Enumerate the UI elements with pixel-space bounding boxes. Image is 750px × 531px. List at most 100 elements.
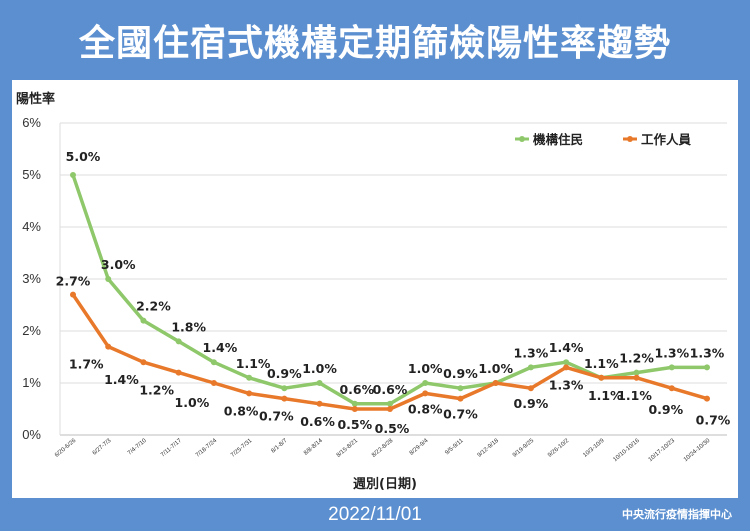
data-point	[527, 364, 534, 371]
data-point	[70, 291, 76, 298]
data-point	[351, 400, 358, 407]
data-label-staff: 1.1%	[617, 388, 652, 403]
legend-swatch-marker	[627, 136, 633, 142]
data-labels: 5.0%3.0%2.2%1.8%1.4%1.1%0.9% 1.0%0.6%0.6%…	[56, 149, 731, 436]
data-label-residents: 1.8%	[171, 319, 206, 334]
data-point	[105, 276, 112, 282]
data-point	[598, 374, 605, 381]
x-tick-label: 10/17-10/23	[648, 438, 677, 464]
x-tick-label: 6/20-6/26	[54, 438, 78, 459]
x-tick-label: 7/4-7/10	[127, 438, 148, 457]
data-point	[422, 390, 429, 397]
data-point	[633, 374, 640, 381]
data-point	[387, 400, 393, 407]
data-point	[457, 395, 464, 402]
grid-lines	[60, 122, 727, 436]
x-tick-label: 10/3-10/9	[582, 438, 606, 459]
y-tick-label: 6%	[22, 115, 41, 130]
data-label-staff: 1.0%	[175, 395, 210, 410]
data-label-residents: 3.0%	[101, 257, 136, 272]
data-label-residents: 0.9%	[443, 366, 478, 381]
y-tick-label: 2%	[22, 323, 41, 338]
data-label-residents: 1.1%	[236, 356, 271, 371]
y-tick-labels: 0% 1% 2% 3% 4% 5% 6%	[22, 115, 41, 442]
x-tick-labels: 6/20-6/26 6/27-7/3 7/4-7/10 7/11-7/17 7/18-7…	[54, 438, 712, 464]
data-label-residents: 1.2%	[619, 351, 654, 366]
data-point	[704, 395, 710, 402]
data-label-residents: 1.3%	[654, 345, 689, 360]
data-point	[140, 359, 147, 366]
legend-label: 工作人員	[641, 132, 692, 147]
x-tick-label: 7/18-7/24	[195, 438, 219, 459]
data-label-residents: 2.2%	[136, 299, 171, 314]
data-label-staff: 1.1%	[588, 388, 623, 403]
data-point	[457, 385, 464, 392]
data-label-residents: 1.1%	[584, 356, 619, 371]
data-point	[140, 317, 147, 324]
data-label-staff: 1.7%	[69, 357, 104, 372]
data-point	[316, 400, 323, 407]
legend: 機構住民 工作人員	[515, 132, 692, 147]
y-tick-label: 4%	[22, 219, 41, 234]
data-label-staff: 0.9%	[648, 402, 683, 417]
data-label-residents: 1.0%	[478, 361, 513, 376]
data-label-staff: 0.9%	[514, 396, 549, 411]
x-tick-label: 10/24-10/30	[683, 438, 712, 464]
data-point	[633, 369, 640, 376]
data-label-staff: 0.7%	[259, 409, 294, 424]
x-tick-label: 8/1-8/7	[270, 438, 289, 455]
legend-swatch-marker	[519, 136, 525, 142]
x-tick-label: 9/5-9/11	[444, 438, 465, 457]
data-label-residents: 0.6%	[339, 382, 374, 397]
x-tick-label: 7/25-7/31	[230, 438, 254, 459]
data-point	[492, 380, 499, 386]
data-label-residents: 0.9%	[267, 366, 302, 381]
data-point	[246, 390, 253, 397]
y-axis-title: 陽性率	[16, 91, 55, 107]
data-point	[210, 359, 217, 366]
x-tick-label: 9/26-10/2	[547, 438, 571, 459]
data-label-residents: 5.0%	[66, 149, 101, 164]
data-point	[175, 369, 182, 376]
data-point	[387, 406, 393, 412]
x-tick-label: 8/29-9/4	[409, 438, 430, 457]
data-point	[281, 385, 288, 392]
x-tick-label: 9/19-9/25	[512, 438, 536, 459]
chart-panel: 陽性率 週別(日期) 0% 1% 2% 3% 4% 5% 6% 6/20-6/26 6/27-…	[12, 80, 738, 498]
series-lines	[70, 172, 710, 412]
data-point	[704, 364, 710, 371]
data-label-residents: 1.0%	[408, 361, 443, 376]
data-point	[175, 338, 182, 345]
y-tick-label: 0%	[22, 427, 41, 442]
data-label-staff: 2.7%	[56, 274, 91, 289]
data-label-staff: 0.6%	[300, 414, 335, 429]
data-label-residents: 1.3%	[690, 345, 725, 360]
data-label-residents: 1.4%	[549, 340, 584, 355]
line-chart: 陽性率 週別(日期) 0% 1% 2% 3% 4% 5% 6% 6/20-6/26 6/27-…	[16, 91, 731, 492]
data-label-staff: 1.4%	[104, 372, 139, 387]
data-label-residents: 1.4%	[203, 340, 238, 355]
x-tick-label: 8/8-8/14	[303, 438, 324, 457]
data-label-staff: 0.5%	[337, 417, 372, 432]
data-label-staff: 0.8%	[408, 401, 443, 416]
data-point	[563, 359, 570, 366]
y-tick-label: 3%	[22, 271, 41, 286]
data-label-staff: 0.8%	[224, 403, 259, 418]
source-credit: 中央流行疫情指揮中心	[622, 508, 732, 521]
data-label-staff: 1.3%	[549, 377, 584, 392]
data-point	[527, 385, 534, 392]
x-axis-title: 週別(日期)	[353, 477, 417, 492]
y-tick-label: 5%	[22, 167, 41, 182]
data-point	[316, 380, 323, 386]
data-point	[246, 374, 253, 381]
x-tick-label: 6/27-7/3	[92, 438, 113, 457]
page-title: 全國住宿式機構定期篩檢陽性率趨勢	[78, 23, 671, 64]
data-label-staff: 0.7%	[443, 407, 478, 422]
data-label-residents: 1.0%	[302, 361, 337, 376]
data-label-staff: 0.7%	[696, 413, 731, 428]
x-tick-label: 9/12-9/18	[477, 438, 501, 459]
data-point	[210, 380, 217, 386]
x-tick-label: 10/10-10/16	[612, 438, 641, 464]
data-label-residents: 1.3%	[514, 345, 549, 360]
y-tick-label: 1%	[22, 375, 41, 390]
